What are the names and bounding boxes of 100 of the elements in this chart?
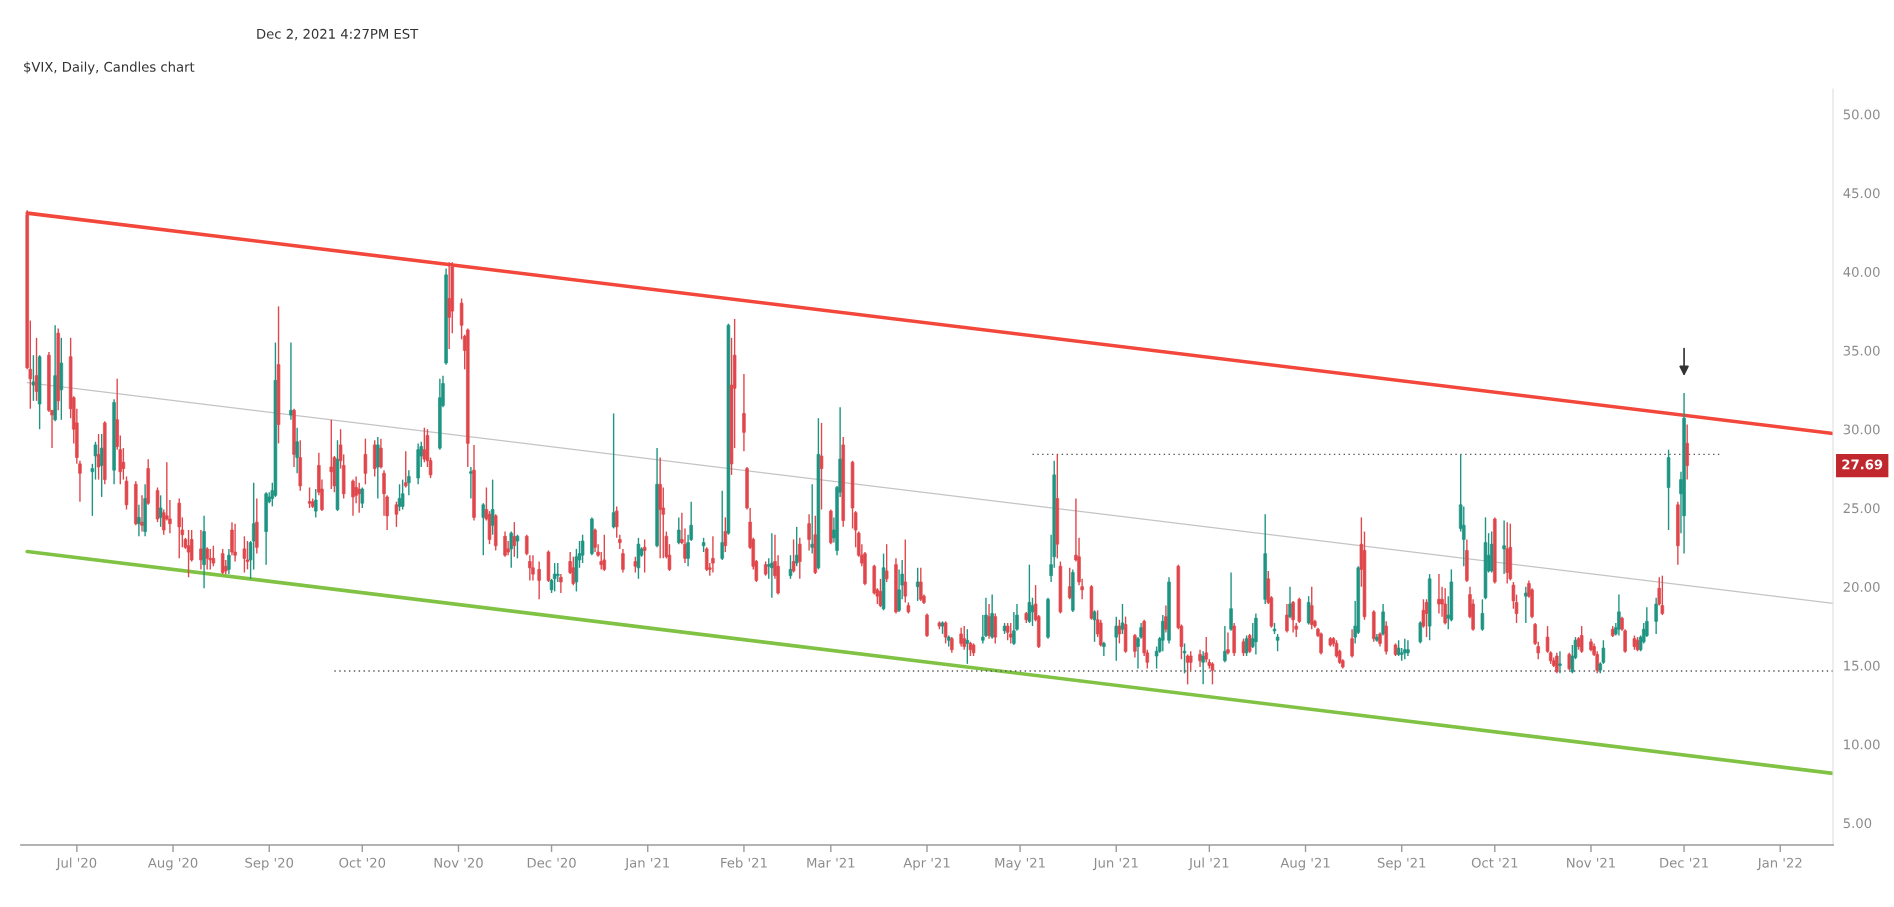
candlestick bbox=[794, 526, 799, 567]
candlestick bbox=[1660, 574, 1665, 616]
x-tick-label: Feb '21 bbox=[721, 857, 767, 868]
candlestick bbox=[711, 535, 715, 574]
candlestick bbox=[1437, 573, 1441, 615]
candlestick bbox=[884, 543, 889, 583]
y-tick-label: 35.00 bbox=[1843, 345, 1880, 356]
candlestick bbox=[531, 554, 535, 582]
x-tick-label: Nov '21 bbox=[1567, 857, 1615, 868]
candlestick bbox=[1418, 620, 1423, 645]
candlestick bbox=[245, 540, 250, 571]
y-tick-label: 20.00 bbox=[1843, 581, 1880, 592]
x-tick-label: Aug '20 bbox=[147, 857, 198, 871]
x-tick-label: May '21 bbox=[995, 857, 1045, 871]
candlestick bbox=[177, 497, 181, 560]
candlestick bbox=[919, 567, 923, 602]
x-tick-label: Sep '21 bbox=[1377, 857, 1426, 871]
candlestick bbox=[1133, 633, 1137, 659]
candlestick bbox=[742, 373, 746, 452]
chart-title: $VIX, Daily, Candles chart bbox=[24, 61, 195, 75]
x-tick-label: Jan '21 bbox=[624, 857, 670, 871]
candlestick bbox=[1102, 641, 1106, 657]
candlestick bbox=[1381, 603, 1385, 637]
x-tick-label: Jul '20 bbox=[55, 857, 97, 871]
candlestick bbox=[1254, 612, 1258, 656]
candlestick bbox=[363, 437, 368, 486]
candlestick bbox=[767, 557, 771, 580]
candlestick bbox=[372, 439, 377, 478]
candlestick bbox=[1030, 597, 1035, 627]
candlestick bbox=[357, 482, 361, 514]
candlestick bbox=[140, 494, 144, 533]
y-tick-label: 45.00 bbox=[1843, 188, 1880, 199]
candlestick bbox=[614, 505, 619, 539]
candlestick bbox=[314, 488, 318, 519]
candlestick bbox=[704, 546, 709, 572]
candlestick bbox=[807, 513, 811, 552]
candlestick bbox=[481, 502, 486, 556]
candlestick bbox=[1182, 642, 1187, 675]
x-tick-label: Nov '20 bbox=[434, 857, 483, 868]
candlestick bbox=[211, 545, 216, 567]
candlestick bbox=[1164, 604, 1168, 634]
candlestick bbox=[990, 593, 994, 640]
candlestick bbox=[1185, 653, 1190, 686]
candlestick bbox=[233, 523, 237, 563]
candlestick bbox=[394, 500, 399, 528]
candlestick bbox=[1654, 597, 1658, 635]
candlestick bbox=[1288, 586, 1292, 619]
candlestick bbox=[819, 422, 824, 511]
candlestick bbox=[1306, 595, 1311, 626]
candlestick bbox=[1424, 598, 1429, 638]
candlestick bbox=[506, 540, 510, 556]
candlestick bbox=[329, 419, 334, 490]
candlestick bbox=[295, 426, 299, 474]
candlestick bbox=[1443, 587, 1447, 626]
x-tick-label: Dec '21 bbox=[1660, 857, 1708, 868]
y-tick-label: 15.00 bbox=[1844, 660, 1880, 671]
candlestick bbox=[1188, 650, 1193, 671]
y-tick-label: 10.00 bbox=[1844, 739, 1880, 750]
candlestick bbox=[1117, 619, 1122, 645]
x-tick-label: Jan '22 bbox=[1757, 857, 1802, 871]
y-tick-label: 25.00 bbox=[1843, 503, 1880, 514]
candlestick bbox=[791, 538, 796, 574]
candlestick bbox=[1009, 622, 1013, 645]
candlestick bbox=[379, 437, 383, 470]
candlestick bbox=[208, 548, 213, 571]
candlestick bbox=[124, 475, 129, 511]
candlestick bbox=[376, 436, 380, 500]
x-tick-label: Mar '21 bbox=[807, 857, 855, 868]
x-tick-label: Apr '21 bbox=[903, 857, 950, 871]
y-tick-label: 50.00 bbox=[1843, 109, 1880, 120]
candlestick bbox=[1350, 628, 1354, 659]
candlestick bbox=[1502, 519, 1506, 575]
candlestick bbox=[1067, 567, 1072, 600]
x-tick-label: Dec '20 bbox=[527, 857, 576, 868]
candlestick bbox=[770, 532, 774, 599]
candlestick bbox=[723, 516, 728, 553]
candlestick bbox=[93, 441, 98, 481]
candlestick bbox=[503, 530, 507, 558]
candlestick bbox=[158, 494, 163, 528]
candlestick bbox=[788, 554, 793, 580]
candlestick bbox=[720, 489, 724, 561]
candlestick bbox=[1297, 597, 1302, 624]
candlestick bbox=[137, 504, 141, 537]
candlestick bbox=[34, 337, 39, 402]
text: 27.69 bbox=[1842, 459, 1883, 470]
candlestick bbox=[798, 537, 802, 580]
candlestick bbox=[360, 486, 365, 509]
chart-subtitle: Dec 2, 2021 4:27PM EST bbox=[257, 28, 419, 41]
candlestick bbox=[925, 612, 929, 638]
candlestick bbox=[611, 412, 616, 530]
y-tick-label: 5.00 bbox=[1843, 818, 1872, 829]
candlestick bbox=[469, 466, 473, 500]
candlestick bbox=[242, 535, 247, 574]
candlestick bbox=[525, 534, 529, 556]
candlestick bbox=[677, 516, 681, 545]
candlestick bbox=[199, 529, 203, 571]
x-tick-label: Aug '21 bbox=[1280, 857, 1330, 871]
candlestick bbox=[1291, 600, 1295, 634]
y-tick-label: 30.00 bbox=[1843, 424, 1880, 435]
candlestick bbox=[618, 534, 622, 550]
